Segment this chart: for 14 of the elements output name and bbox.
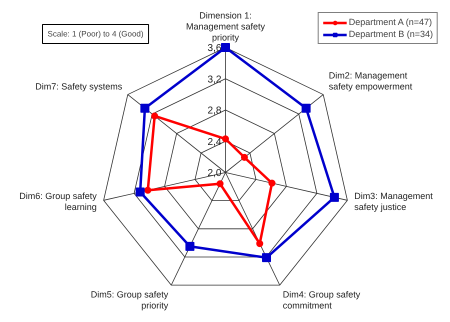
spoke-label: Dim2: Management safety empowerment <box>328 70 413 92</box>
spoke-label: Dimension 1: Management safety priority <box>186 10 266 42</box>
legend-label: Department A (n=47) <box>348 17 432 27</box>
text: Scale: 1 (Poor) to 4 (Good) <box>48 30 144 38</box>
spoke-label: Dim3: Management safety justice <box>354 190 434 212</box>
spoke-label: Dim4: Group safety commitment <box>282 290 361 311</box>
spoke-label: Dim7: Safety systems <box>35 81 123 92</box>
y-tick-label: 2,8 <box>208 106 222 116</box>
spoke-label: Dim5: Group safety priority <box>90 290 169 311</box>
y-tick-label: 3,6 <box>208 43 222 54</box>
legend-label: Department B (n=34) <box>348 29 433 39</box>
y-tick-label: 3,2 <box>208 74 222 86</box>
spoke-label: Dim6: Group safety learning <box>19 190 98 212</box>
y-tick-label: 2,4 <box>208 136 222 148</box>
